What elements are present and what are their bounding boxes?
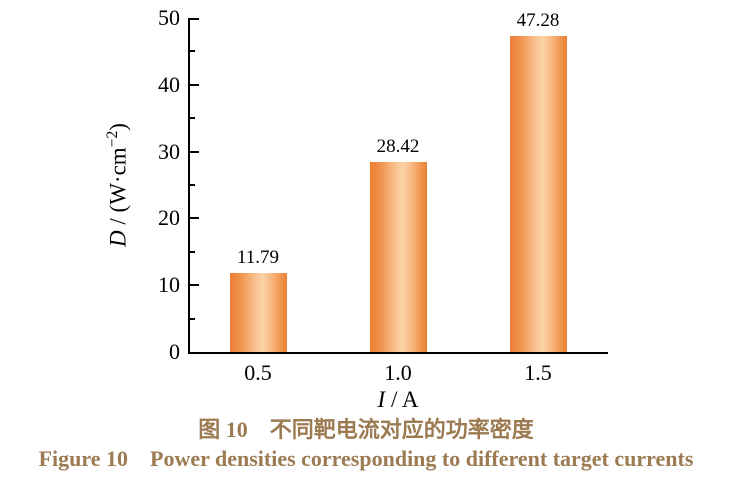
y-minor-tick bbox=[190, 50, 195, 53]
x-tick-label: 1.5 bbox=[524, 360, 552, 385]
y-major-tick bbox=[190, 18, 199, 20]
caption-chinese: 图 10 不同靶电流对应的功率密度 bbox=[198, 417, 534, 442]
y-major-tick bbox=[190, 284, 199, 287]
x-tick-label: 1.0 bbox=[384, 360, 412, 385]
y-tick-label: 10 bbox=[158, 272, 180, 298]
y-minor-tick bbox=[190, 184, 195, 186]
bar-value-label: 11.79 bbox=[236, 247, 280, 269]
bar bbox=[369, 162, 427, 352]
y-major-tick bbox=[190, 83, 199, 86]
bar-value-label: 28.42 bbox=[376, 136, 420, 158]
y-minor-tick bbox=[190, 117, 195, 120]
x-axis-variable: I bbox=[377, 387, 386, 412]
y-tick-label: 0 bbox=[169, 339, 180, 364]
y-major-tick bbox=[190, 150, 199, 153]
x-tick-label: 0.5 bbox=[244, 360, 272, 385]
y-axis-variable: D bbox=[105, 230, 131, 247]
y-axis-unit-exponent: −2 bbox=[104, 130, 121, 148]
y-major-tick bbox=[190, 217, 199, 220]
y-axis-unit-end: ) bbox=[105, 123, 131, 131]
x-axis-unit: / A bbox=[385, 387, 419, 412]
y-minor-tick bbox=[190, 250, 195, 253]
y-tick-label: 20 bbox=[158, 205, 180, 231]
y-tick-label: 30 bbox=[158, 138, 180, 164]
y-tick-label: 40 bbox=[158, 71, 180, 97]
y-minor-tick bbox=[190, 317, 195, 320]
bar bbox=[509, 36, 567, 352]
x-axis-title: I / A bbox=[338, 387, 458, 413]
y-axis-line bbox=[188, 18, 190, 354]
caption-english: Figure 10 Power densities corresponding … bbox=[38, 446, 694, 471]
bar bbox=[229, 273, 287, 352]
y-tick-label: 50 bbox=[158, 5, 180, 30]
y-axis-unit-mid: / (W·cm bbox=[105, 147, 131, 231]
x-axis-line bbox=[188, 352, 608, 354]
y-axis-title: D / (W·cm−2) bbox=[99, 73, 131, 297]
bar-value-label: 47.28 bbox=[516, 10, 560, 32]
